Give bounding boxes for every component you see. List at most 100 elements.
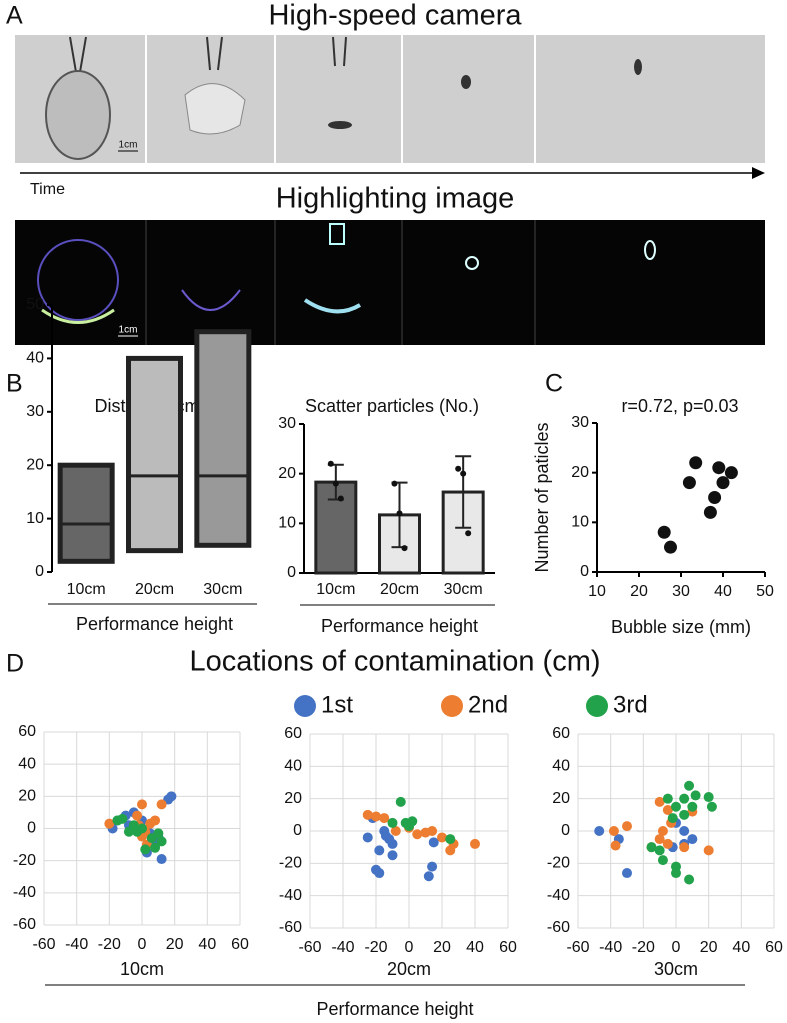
y-tick-label: 40 — [552, 758, 570, 775]
scatter-point — [437, 832, 447, 843]
scatter-point — [390, 826, 401, 836]
x-tick-label: 40 — [714, 583, 732, 600]
y-tick-label: 20 — [278, 465, 296, 482]
scatter-point — [380, 830, 391, 841]
y-tick-label: -40 — [547, 887, 570, 904]
scatter-point — [622, 821, 632, 832]
x-tick-label: 20 — [166, 936, 184, 953]
scatter-point — [706, 801, 717, 812]
x-axis-label: Performance height — [321, 616, 478, 636]
y-tick-label: 20 — [18, 788, 36, 805]
data-point — [391, 480, 398, 487]
y-tick-label: 60 — [284, 725, 302, 742]
scale-bar-label: 1cm — [119, 325, 138, 336]
range-box — [57, 462, 115, 564]
x-axis-label: 20cm — [387, 959, 431, 979]
scatter-point — [371, 811, 381, 822]
x-tick-label: 10cm — [316, 581, 355, 598]
y-tick-label: 40 — [284, 758, 302, 775]
scatter-point — [132, 810, 143, 821]
bar — [314, 480, 358, 575]
legend-marker — [294, 695, 316, 717]
group-label: Performance height — [316, 999, 473, 1019]
data-point — [332, 480, 339, 487]
x-tick-label: 20 — [433, 939, 451, 956]
scatter-point — [362, 832, 373, 843]
data-point — [455, 465, 462, 472]
scatter-point — [140, 844, 151, 855]
time-arrow-head — [752, 167, 765, 179]
scatter-point — [427, 861, 438, 872]
y-tick-label: 0 — [580, 563, 589, 580]
y-tick-label: 20 — [284, 790, 302, 807]
y-tick-label: 30 — [278, 415, 296, 432]
panel-label: B — [6, 370, 23, 398]
x-tick-label: 10cm — [67, 581, 106, 598]
scatter-point — [404, 821, 414, 832]
panel-title: High-speed camera — [268, 0, 522, 32]
time-label: Time — [30, 181, 65, 198]
scatter-point — [679, 842, 690, 853]
scatter-point — [104, 818, 115, 829]
legend-marker — [586, 695, 608, 717]
x-tick-label: 0 — [672, 939, 681, 956]
scatter-point — [708, 491, 722, 504]
x-tick-label: 30 — [672, 583, 690, 600]
scatter-point — [667, 813, 678, 824]
scatter-point — [146, 833, 157, 844]
y-tick-label: 20 — [571, 464, 589, 481]
scatter-point — [657, 855, 668, 866]
y-tick-label: 10 — [278, 515, 296, 532]
panel-title: Locations of contamination (cm) — [189, 646, 600, 678]
x-tick-label: 60 — [499, 939, 517, 956]
x-tick-label: -20 — [364, 939, 387, 956]
scale-bar-label: 1cm — [119, 140, 138, 151]
legend-label: 1st — [321, 691, 353, 718]
scatter-point — [137, 799, 147, 810]
y-tick-label: -20 — [13, 852, 36, 869]
x-tick-label: 20 — [630, 583, 648, 600]
data-point — [396, 510, 403, 517]
x-tick-label: -20 — [98, 936, 121, 953]
scatter-point — [610, 840, 621, 851]
data-point — [327, 460, 334, 467]
scatter-point — [654, 834, 665, 845]
x-tick-label: -60 — [298, 939, 321, 956]
legend-marker — [441, 695, 463, 717]
scatter-point — [137, 823, 147, 834]
y-tick-label: 20 — [26, 456, 44, 473]
highlight-images: 1cm — [15, 220, 765, 345]
x-tick-label: 40 — [732, 939, 750, 956]
x-tick-label: 30cm — [203, 581, 242, 598]
scatter-point — [374, 868, 385, 879]
scatter-point — [622, 868, 632, 879]
scatter-point — [679, 809, 690, 820]
data-point — [460, 470, 467, 477]
scatter-point — [387, 838, 398, 849]
x-tick-label: 0 — [138, 936, 147, 953]
panel-label: A — [6, 2, 23, 30]
scatter-point — [470, 838, 480, 849]
scatter-point — [150, 815, 161, 826]
y-tick-label: 0 — [35, 563, 44, 580]
x-tick-label: 50 — [756, 583, 774, 600]
scatter-point — [679, 826, 690, 836]
scatter-point — [657, 525, 671, 539]
scatter-point — [646, 842, 657, 853]
x-tick-label: 60 — [765, 939, 783, 956]
scatter-point — [662, 804, 673, 815]
x-tick-label: -40 — [331, 939, 354, 956]
scatter-point — [379, 813, 390, 824]
legend-label: 3rd — [613, 691, 648, 718]
scatter-point — [703, 792, 714, 803]
y-tick-label: 10 — [26, 510, 44, 527]
chart-title: Scatter particles (No.) — [305, 396, 479, 416]
scatter-point — [662, 793, 673, 804]
scatter-point — [156, 836, 167, 847]
scatter-point — [664, 540, 677, 554]
x-tick-label: -40 — [599, 939, 622, 956]
panel-label: C — [545, 370, 563, 398]
range-box — [194, 329, 252, 548]
x-tick-label: 0 — [405, 939, 414, 956]
scatter-point — [662, 838, 673, 849]
